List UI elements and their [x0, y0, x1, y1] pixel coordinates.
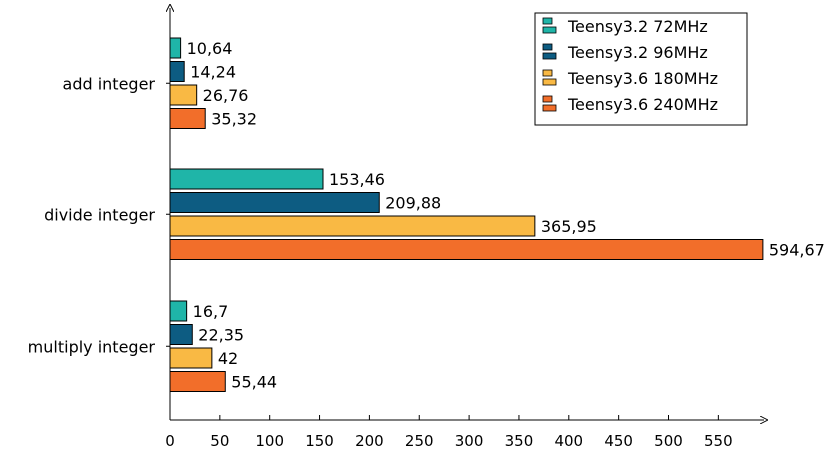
value-label-2-3: 55,44: [231, 373, 277, 392]
x-tick-label-11: 550: [704, 432, 733, 450]
legend-label-0: Teensy3.2 72MHz: [567, 17, 708, 36]
x-tick-label-8: 400: [554, 432, 583, 450]
bar-2-3: [169, 371, 226, 392]
x-ticks: 0 50 100 150 200 250 300 350 400 450 500 550: [165, 415, 733, 450]
value-label-1-2: 365,95: [541, 217, 597, 236]
bar-1-2: [169, 215, 536, 237]
value-label-0-0: 10,64: [187, 39, 233, 58]
x-tick-label-4: 200: [355, 432, 384, 450]
bar-2-2: [169, 347, 213, 369]
legend-box: [534, 12, 748, 126]
x-tick-label-6: 300: [455, 432, 484, 450]
bar-2-0: [169, 300, 188, 322]
legend-swatch-0: [542, 17, 557, 34]
axes: [170, 8, 764, 420]
legend-label-2: Teensy3.6 180MHz: [567, 69, 718, 88]
legend-swatch-3: [542, 95, 557, 112]
bar-1-1: [169, 192, 380, 213]
legend-label-1: Teensy3.2 96MHz: [567, 43, 708, 62]
category-label-0: add integer: [63, 74, 156, 93]
value-label-0-2: 26,76: [203, 86, 249, 105]
value-label-0-1: 14,24: [190, 63, 236, 82]
category-label-2: multiply integer: [28, 337, 156, 356]
bar-0-1: [169, 61, 185, 82]
value-label-2-2: 42: [218, 349, 238, 368]
value-label-0-3: 35,32: [211, 110, 257, 129]
bar-1-3: [169, 239, 764, 260]
value-label-2-0: 16,7: [193, 302, 229, 321]
x-tick-label-7: 350: [505, 432, 534, 450]
x-tick-label-3: 150: [305, 432, 334, 450]
category-labels: add integer divide integer multiply intege…: [28, 74, 170, 356]
bar-0-0: [169, 37, 182, 59]
x-tick-label-0: 0: [165, 432, 175, 450]
legend-label-3: Teensy3.6 240MHz: [567, 95, 718, 114]
legend-swatch-1: [542, 43, 557, 60]
value-label-1-0: 153,46: [329, 170, 385, 189]
value-label-2-1: 22,35: [198, 326, 244, 345]
bar-1-0: [169, 168, 324, 190]
legend: Teensy3.2 72MHz Teensy3.2 96MHz Teensy3.6 …: [534, 12, 748, 126]
legend-swatch-2: [542, 69, 557, 86]
x-tick-label-9: 450: [604, 432, 633, 450]
value-label-1-1: 209,88: [385, 194, 441, 213]
bar-0-3: [169, 108, 206, 129]
x-tick-label-2: 100: [255, 432, 284, 450]
bar-2-1: [169, 324, 193, 345]
x-tick-label-5: 250: [405, 432, 434, 450]
x-tick-label-1: 50: [210, 432, 229, 450]
category-label-1: divide integer: [44, 205, 155, 224]
x-tick-label-10: 500: [654, 432, 683, 450]
value-label-1-3: 594,67: [769, 241, 825, 260]
bar-0-2: [169, 84, 198, 106]
